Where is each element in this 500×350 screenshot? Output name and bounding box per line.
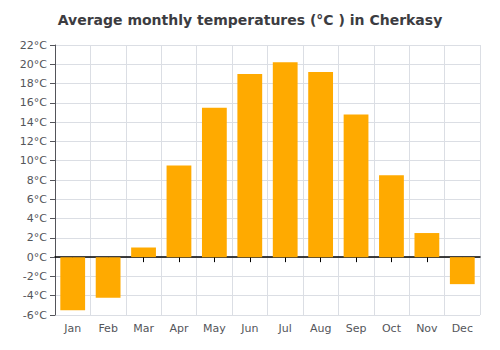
svg-text:Jun: Jun <box>240 322 258 335</box>
svg-text:Jan: Jan <box>63 322 81 335</box>
svg-text:2°C: 2°C <box>27 231 47 244</box>
svg-text:4°C: 4°C <box>27 212 47 225</box>
svg-text:Average monthly temperatures (: Average monthly temperatures (°C ) in Ch… <box>58 12 443 28</box>
svg-text:Apr: Apr <box>169 322 189 335</box>
svg-text:Oct: Oct <box>382 322 402 335</box>
svg-text:Nov: Nov <box>416 322 438 335</box>
svg-text:Jul: Jul <box>278 322 292 335</box>
svg-text:10°C: 10°C <box>20 154 47 167</box>
svg-text:0°C: 0°C <box>27 251 47 264</box>
svg-text:Mar: Mar <box>133 322 154 335</box>
svg-text:-6°C: -6°C <box>23 309 47 322</box>
svg-text:Feb: Feb <box>98 322 117 335</box>
svg-text:16°C: 16°C <box>20 96 47 109</box>
svg-text:-2°C: -2°C <box>23 270 47 283</box>
svg-text:May: May <box>203 322 226 335</box>
svg-text:8°C: 8°C <box>27 174 47 187</box>
svg-text:Aug: Aug <box>310 322 331 335</box>
svg-text:20°C: 20°C <box>20 58 47 71</box>
svg-text:18°C: 18°C <box>20 77 47 90</box>
svg-text:12°C: 12°C <box>20 135 47 148</box>
svg-text:Dec: Dec <box>452 322 473 335</box>
svg-text:14°C: 14°C <box>20 116 47 129</box>
svg-text:22°C: 22°C <box>20 39 47 52</box>
svg-text:-4°C: -4°C <box>23 289 47 302</box>
svg-text:6°C: 6°C <box>27 193 47 206</box>
svg-text:Sep: Sep <box>346 322 367 335</box>
